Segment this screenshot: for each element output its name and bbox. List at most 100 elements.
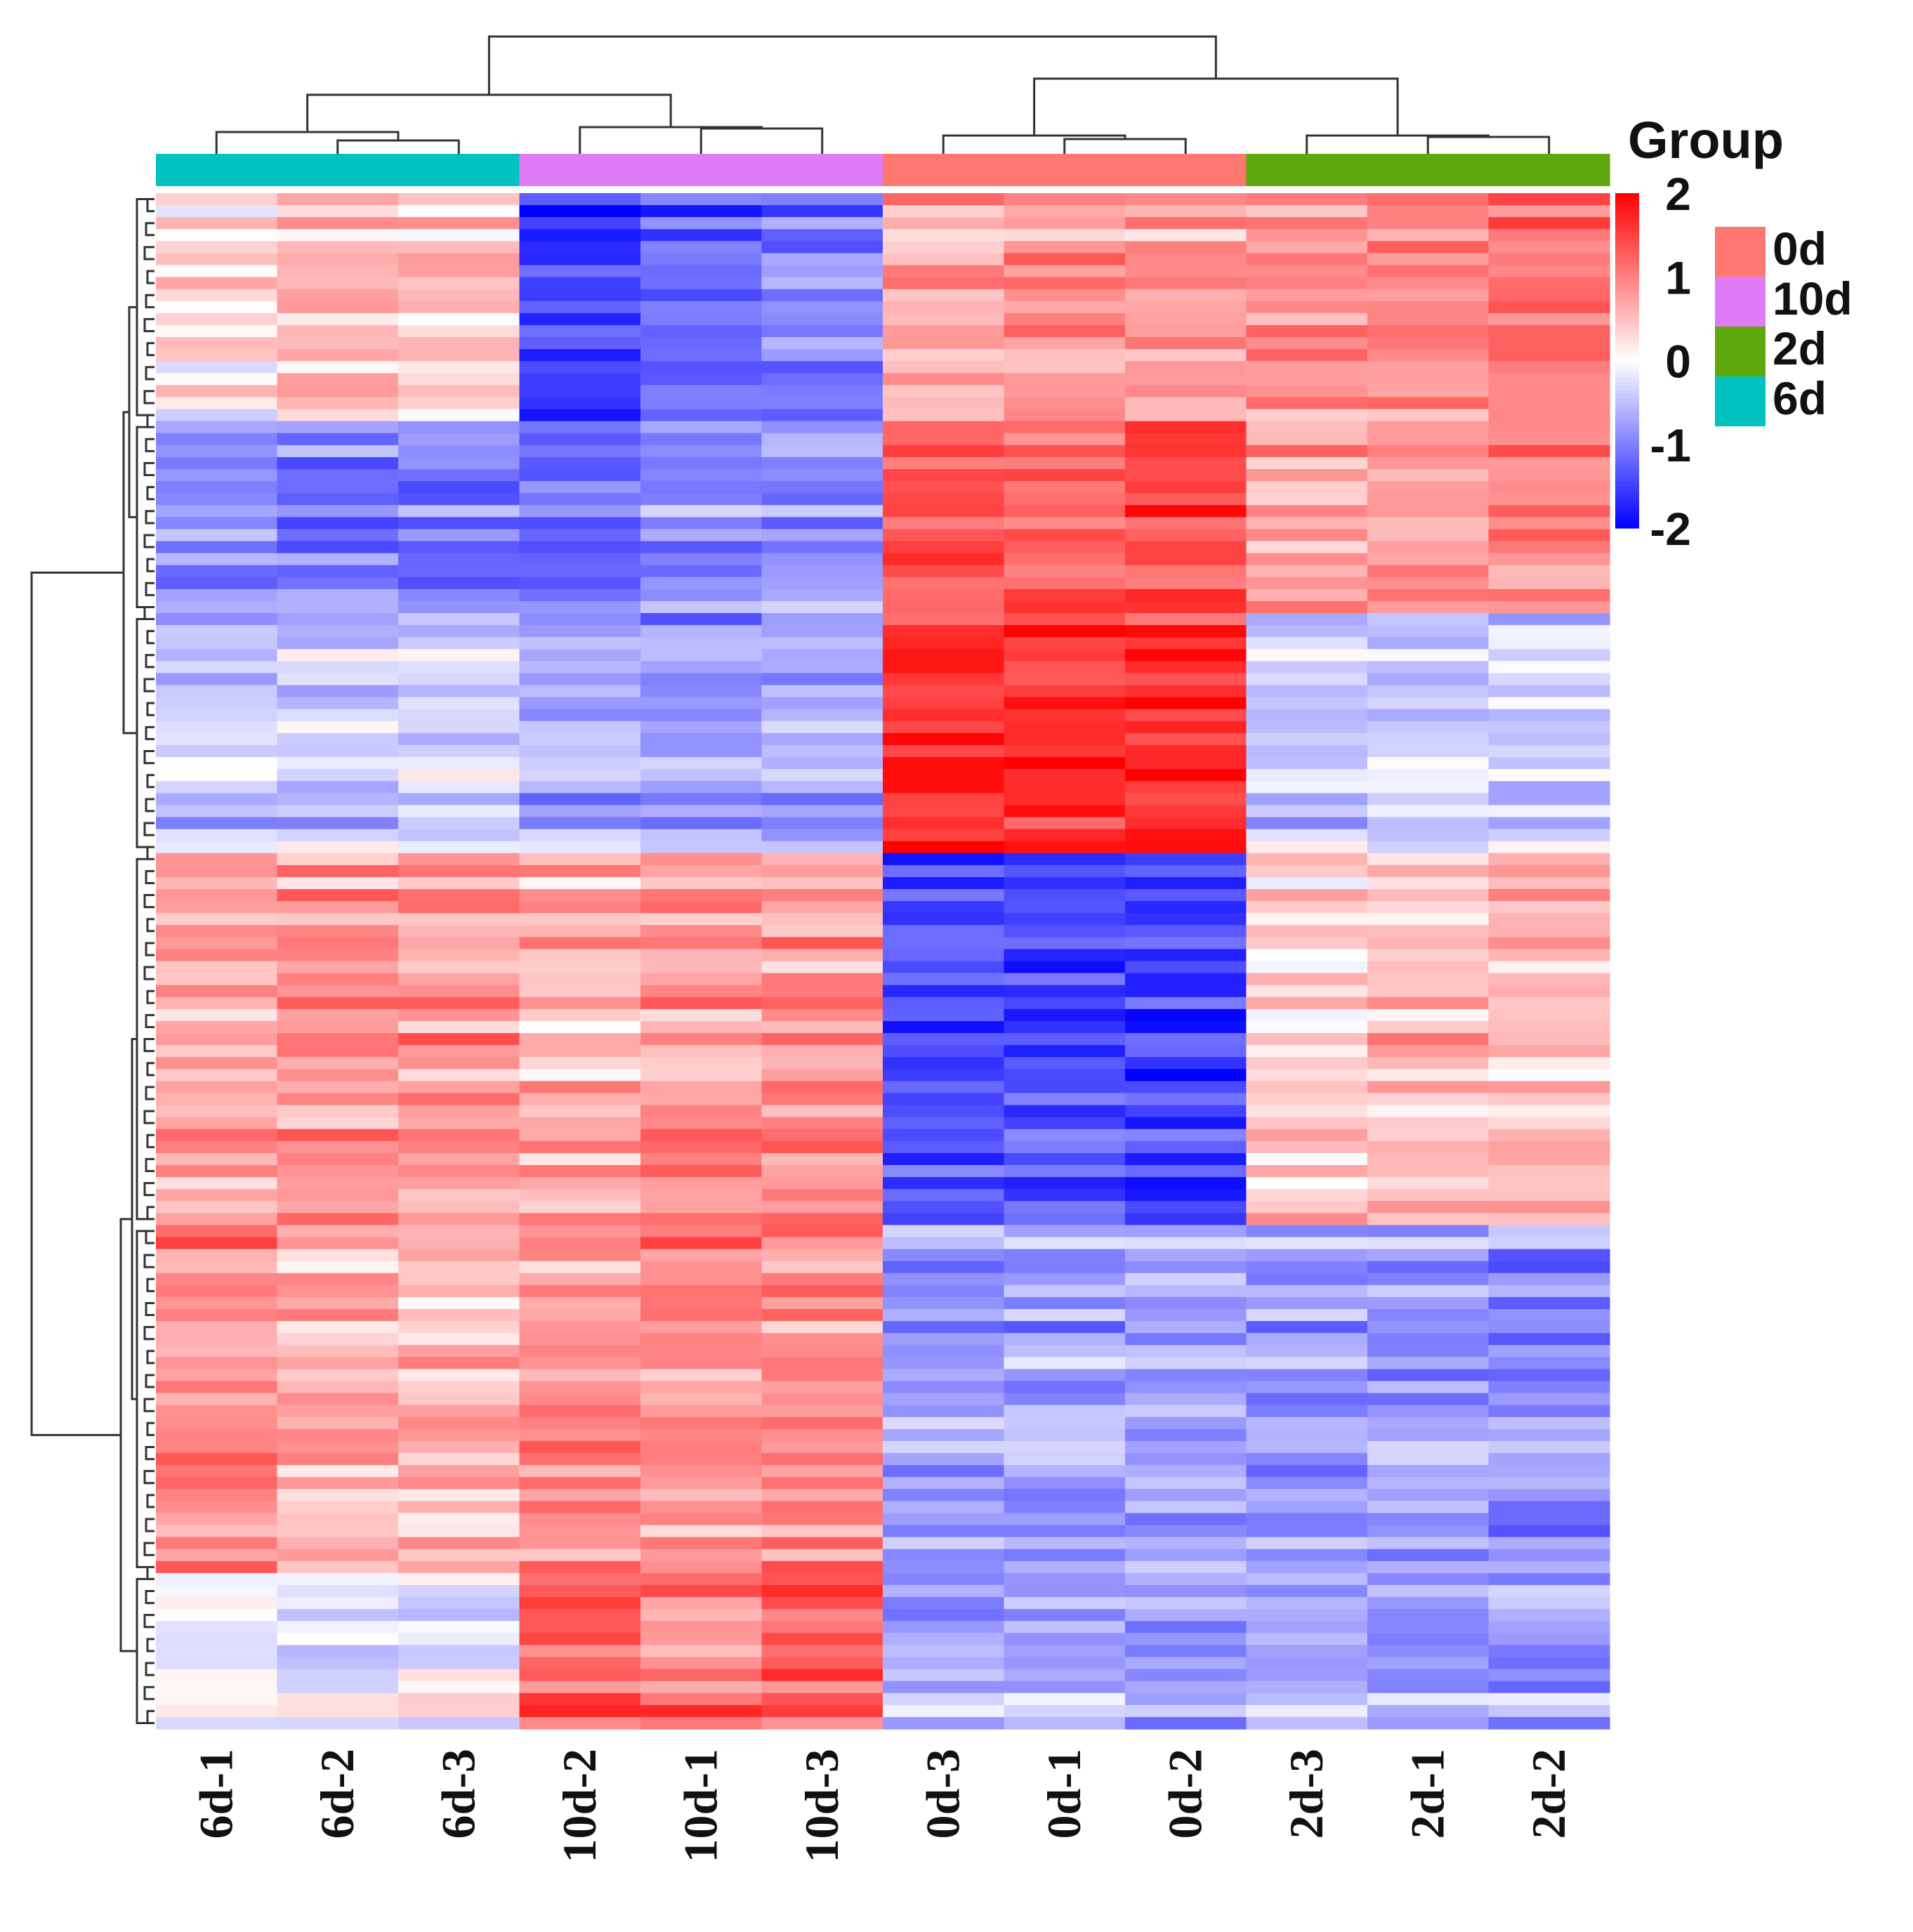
heatmap-cell [398,732,520,746]
heatmap-cell [883,1560,1005,1574]
row-dendrogram-link [143,966,155,980]
heatmap-cell [883,1405,1005,1418]
heatmap-cell [1004,781,1126,794]
heatmap-cell [883,1704,1005,1718]
heatmap-cell [1004,1489,1126,1501]
heatmap-cell [1367,1393,1490,1406]
row-dendrogram-link [145,725,155,740]
heatmap-cell [883,841,1005,854]
heatmap-cell [519,1513,641,1526]
heatmap-cell [1488,1417,1610,1430]
heatmap-cell [1488,1453,1610,1466]
heatmap-cell [519,781,641,794]
heatmap-cell [156,1020,278,1034]
heatmap-cell [640,541,763,554]
heatmap-cell [156,985,278,998]
heatmap-cell [640,901,763,914]
heatmap-cell [761,241,883,254]
heatmap-cell [277,876,399,890]
color-scale-segment [1615,201,1639,206]
heatmap-cell [519,589,641,602]
row-dendrogram-link [143,1110,155,1124]
heatmap-cell [1004,625,1126,638]
heatmap-cell [1367,1321,1490,1334]
heatmap-cell [1488,1525,1610,1538]
heatmap-cell [1488,517,1610,530]
heatmap-cell [277,1129,399,1142]
heatmap-cell [398,1537,520,1550]
heatmap-cell [883,193,1005,206]
heatmap-cell [1367,193,1490,206]
heatmap-cell [883,1693,1005,1706]
heatmap-cell [1125,1704,1247,1718]
heatmap-cell [883,1020,1005,1034]
group-annotation-cell [156,154,278,186]
heatmap-cell [277,913,399,926]
heatmap-cell [277,697,399,710]
heatmap-cell [156,1405,278,1418]
heatmap-cell [277,468,399,482]
heatmap-cell [761,1453,883,1466]
row-dendrogram [30,198,155,1724]
heatmap-cell [1488,1405,1610,1418]
heatmap-cell [1367,337,1490,350]
heatmap-cell [156,721,278,734]
heatmap-cell [640,277,763,290]
heatmap-cell [1004,456,1126,470]
heatmap-cell [1125,1393,1247,1406]
heatmap-cell [1246,1369,1368,1382]
heatmap-cell [1004,241,1126,254]
heatmap-cell [761,1081,883,1094]
heatmap-cell [398,1069,520,1082]
heatmap-cell [1246,1333,1368,1346]
heatmap-cell [156,1465,278,1478]
heatmap-cell [398,337,520,350]
heatmap-cell [398,805,520,818]
heatmap-cell [519,409,641,422]
heatmap-cell [398,193,520,206]
heatmap-cell [640,697,763,710]
heatmap-cell [519,937,641,950]
heatmap-cell [519,1393,641,1406]
heatmap-cell [1004,661,1126,674]
heatmap-cell [1004,913,1126,926]
heatmap-cell [156,1669,278,1682]
heatmap-cell [640,324,763,338]
heatmap-cell [519,229,641,242]
heatmap-cell [398,1609,520,1622]
heatmap-cell [640,313,763,326]
row-dendrogram-link [143,678,155,692]
heatmap-cell [1246,361,1368,374]
heatmap-cell [1488,589,1610,602]
heatmap-cell [1004,1428,1126,1442]
row-dendrogram-link [143,317,155,332]
color-scale-segment [1615,427,1639,433]
heatmap-cell [398,721,520,734]
heatmap-cell [398,1572,520,1586]
heatmap-cell [1004,744,1126,758]
heatmap-cell [1004,1057,1126,1070]
heatmap-cell [1488,1369,1610,1382]
heatmap-cell [1367,577,1490,590]
heatmap-cell [883,468,1005,482]
group-legend-swatch [1715,376,1766,426]
color-scale-segment [1615,272,1639,277]
heatmap-cell [761,1284,883,1298]
heatmap-cell [1488,385,1610,398]
heatmap-cell [761,637,883,650]
heatmap-cell [1488,1657,1610,1670]
heatmap-cell [1125,841,1247,854]
heatmap-cell [1125,913,1247,926]
heatmap-cell [1004,373,1126,386]
heatmap-cell [1488,1081,1610,1094]
color-scale-segment [1615,251,1639,257]
row-dendrogram-link [146,630,155,645]
heatmap-cell [1246,1633,1368,1645]
row-dendrogram-link [143,534,155,548]
column-label: 2d-1 [1400,1749,1454,1839]
heatmap-cell [640,841,763,854]
heatmap-cell [1125,1584,1247,1598]
heatmap-cell [277,1704,399,1718]
heatmap-cell [1367,661,1490,674]
color-scale-segment [1615,524,1639,529]
